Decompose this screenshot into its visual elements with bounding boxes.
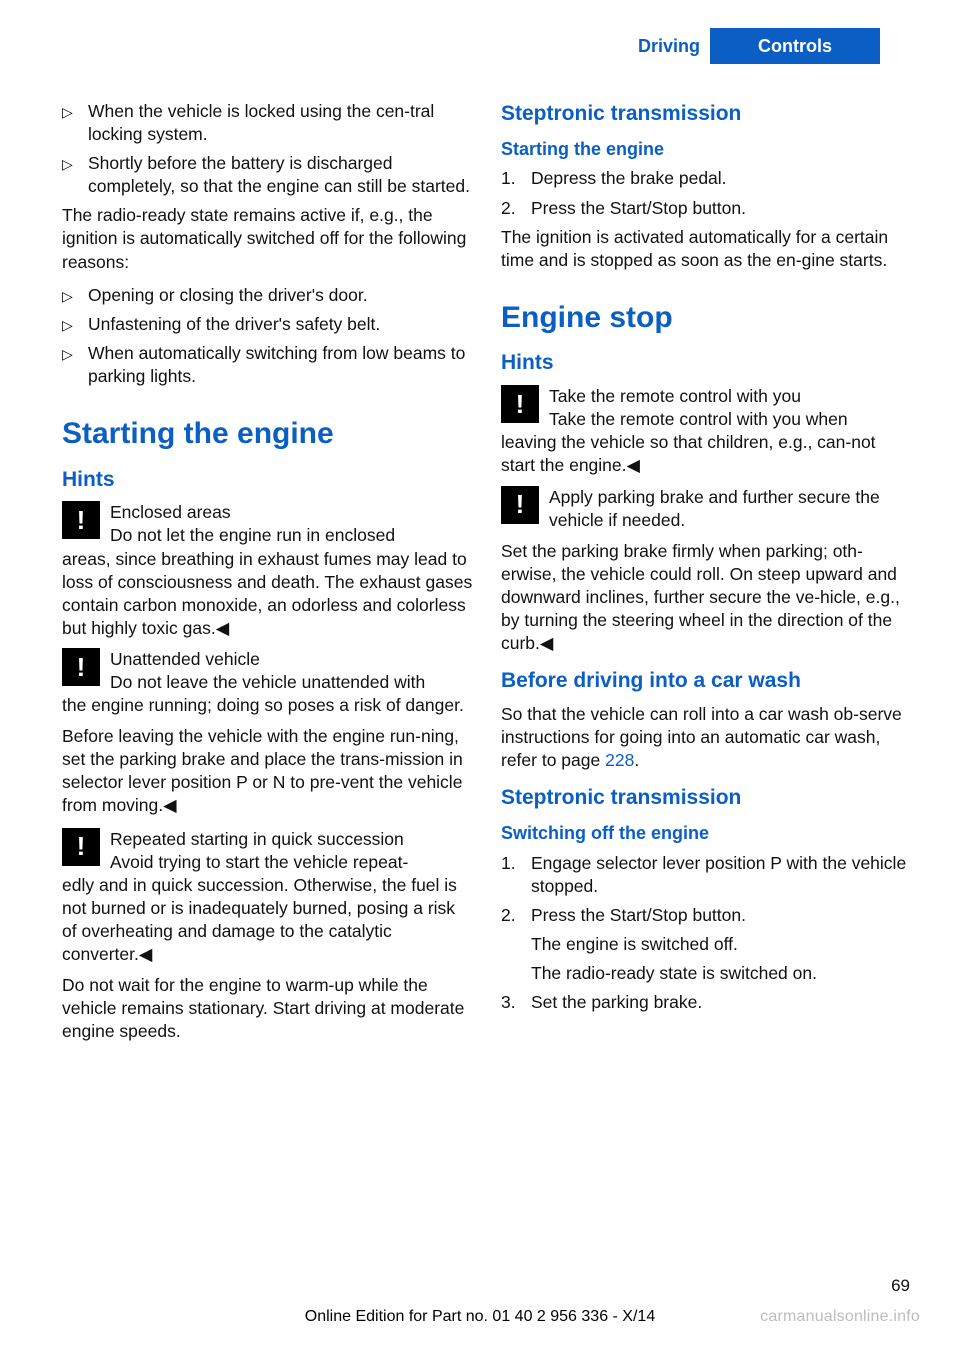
triangle-right-icon: ▷: [62, 342, 88, 388]
step-text-line: The radio-ready state is switched on.: [531, 962, 912, 985]
paragraph: The ignition is activated automatically …: [501, 226, 912, 272]
list-text: Press the Start/Stop button. The engine …: [531, 904, 912, 985]
warning-icon: !: [501, 385, 539, 423]
list-item: ▷ When automatically switching from low …: [62, 342, 473, 388]
list-text: Depress the brake pedal.: [531, 167, 912, 190]
list-item: 3. Set the parking brake.: [501, 991, 912, 1014]
warning-body: Take the remote control with you when: [549, 409, 848, 429]
list-number: 1.: [501, 852, 531, 898]
warning-body-rest: the engine running; doing so poses a ris…: [62, 694, 473, 717]
list-text: Shortly before the battery is discharged…: [88, 152, 473, 198]
paragraph: Do not wait for the engine to warm-up wh…: [62, 974, 473, 1043]
warning-body-rest: leaving the vehicle so that children, e.…: [501, 431, 912, 477]
list-text: Opening or closing the driver's door.: [88, 284, 473, 307]
heading-starting-engine-sub: Starting the engine: [501, 138, 912, 162]
paragraph: Set the parking brake firmly when parkin…: [501, 540, 912, 655]
triangle-right-icon: ▷: [62, 284, 88, 307]
warning-body: Avoid trying to start the vehicle repeat…: [110, 852, 408, 872]
header-section-driving: Driving: [638, 36, 700, 57]
list-text: Press the Start/Stop button.: [531, 197, 912, 220]
step-text-line: Press the Start/Stop button.: [531, 905, 746, 925]
warning-icon: !: [501, 486, 539, 524]
list-text: Engage selector lever position P with th…: [531, 852, 912, 898]
heading-steptronic-2: Steptronic transmission: [501, 784, 912, 812]
paragraph-text: So that the vehicle can roll into a car …: [501, 704, 902, 770]
right-column: Steptronic transmission Starting the eng…: [501, 100, 912, 1252]
list-text: When automatically switching from low be…: [88, 342, 473, 388]
warning-body: Do not leave the vehicle unattended with: [110, 672, 425, 692]
warning-icon: !: [62, 828, 100, 866]
warning-parking-brake: ! Apply parking brake and further secure…: [501, 486, 912, 532]
list-item: 2. Press the Start/Stop button.: [501, 197, 912, 220]
list-item: 1. Depress the brake pedal.: [501, 167, 912, 190]
list-number: 1.: [501, 167, 531, 190]
warning-enclosed-areas: ! Enclosed areas Do not let the engine r…: [62, 501, 473, 640]
warning-title: Take the remote control with you: [501, 385, 912, 408]
warning-title: Unattended vehicle: [62, 648, 473, 671]
warning-unattended-vehicle: ! Unattended vehicle Do not leave the ve…: [62, 648, 473, 717]
header-section-controls: Controls: [758, 36, 832, 57]
list-item: 2. Press the Start/Stop button. The engi…: [501, 904, 912, 985]
paragraph-text: .: [634, 750, 639, 770]
triangle-right-icon: ▷: [62, 100, 88, 146]
warning-repeated-starting: ! Repeated starting in quick succession …: [62, 828, 473, 967]
warning-body: Do not let the engine run in enclosed: [110, 525, 395, 545]
list-text: Set the parking brake.: [531, 991, 912, 1014]
warning-body-rest: areas, since breathing in exhaust fumes …: [62, 548, 473, 640]
page-reference-link[interactable]: 228: [605, 750, 634, 770]
list-item: ▷ Opening or closing the driver's door.: [62, 284, 473, 307]
header-band: Controls: [710, 28, 880, 64]
page-header: Driving Controls: [0, 28, 920, 64]
warning-icon: !: [62, 648, 100, 686]
paragraph: Before leaving the vehicle with the engi…: [62, 725, 473, 817]
warning-title: Enclosed areas: [62, 501, 473, 524]
warning-body-rest: edly and in quick succession. Otherwise,…: [62, 874, 473, 966]
list-number: 2.: [501, 197, 531, 220]
list-number: 2.: [501, 904, 531, 985]
heading-engine-stop: Engine stop: [501, 298, 912, 338]
heading-hints-2: Hints: [501, 349, 912, 377]
heading-switch-off: Switching off the engine: [501, 822, 912, 846]
paragraph: So that the vehicle can roll into a car …: [501, 703, 912, 772]
paragraph: The radio-ready state remains active if,…: [62, 204, 473, 273]
list-item: ▷ When the vehicle is locked using the c…: [62, 100, 473, 146]
heading-hints: Hints: [62, 466, 473, 494]
triangle-right-icon: ▷: [62, 313, 88, 336]
heading-car-wash: Before driving into a car wash: [501, 667, 912, 695]
left-column: ▷ When the vehicle is locked using the c…: [62, 100, 473, 1252]
heading-steptronic: Steptronic transmission: [501, 100, 912, 128]
page-number: 69: [891, 1276, 910, 1296]
step-text-line: The engine is switched off.: [531, 933, 912, 956]
page: Driving Controls ▷ When the vehicle is l…: [0, 0, 960, 1362]
warning-take-remote: ! Take the remote control with you Take …: [501, 385, 912, 477]
warning-title: Repeated starting in quick succession: [62, 828, 473, 851]
watermark: carmanualsonline.info: [760, 1308, 920, 1326]
list-item: 1. Engage selector lever position P with…: [501, 852, 912, 898]
list-number: 3.: [501, 991, 531, 1014]
list-item: ▷ Shortly before the battery is discharg…: [62, 152, 473, 198]
content-columns: ▷ When the vehicle is locked using the c…: [62, 100, 912, 1252]
list-text: Unfastening of the driver's safety belt.: [88, 313, 473, 336]
triangle-right-icon: ▷: [62, 152, 88, 198]
warning-title: Apply parking brake and further secure t…: [501, 486, 912, 532]
warning-icon: !: [62, 501, 100, 539]
list-item: ▷ Unfastening of the driver's safety bel…: [62, 313, 473, 336]
heading-starting-engine: Starting the engine: [62, 414, 473, 454]
list-text: When the vehicle is locked using the cen…: [88, 100, 473, 146]
